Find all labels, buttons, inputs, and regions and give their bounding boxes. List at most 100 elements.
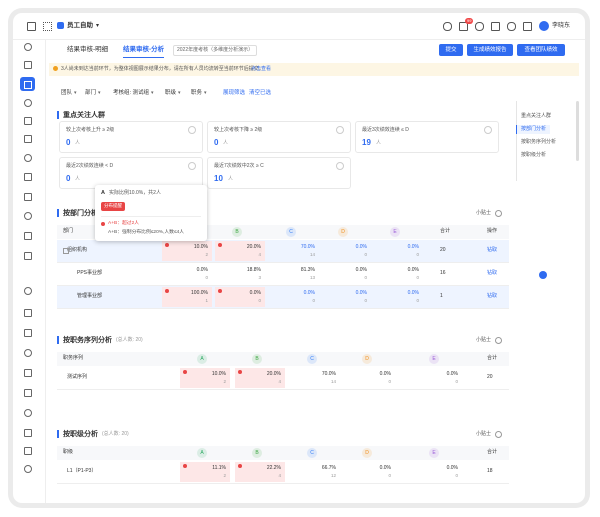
cell-percent[interactable]: 0.0% [355, 290, 367, 296]
filter[interactable]: 职务 [191, 90, 203, 96]
sidebar-icon[interactable] [24, 99, 32, 107]
cell-percent[interactable]: 10.0% [193, 244, 208, 250]
tab-active[interactable]: 结果审核-分析 [123, 46, 165, 58]
cell-percent[interactable]: 20.0% [266, 371, 281, 377]
warning-icon[interactable] [218, 243, 222, 247]
filter-link[interactable]: 清空已选 [249, 90, 272, 96]
sidebar-icon[interactable] [24, 309, 32, 317]
avatar[interactable] [539, 21, 549, 31]
filter-link[interactable]: 展现筛选 [223, 90, 246, 96]
button[interactable]: 提交 [439, 44, 463, 56]
cell-percent[interactable]: 66.7% [321, 465, 336, 471]
cell-percent[interactable]: 81.3% [300, 267, 315, 273]
tip[interactable]: 小贴士 [476, 337, 492, 343]
sidebar-icon[interactable] [24, 465, 32, 473]
top-icon[interactable] [523, 22, 532, 31]
cell-percent[interactable]: 0.0% [249, 290, 261, 296]
top-icon[interactable] [475, 22, 484, 31]
cell-percent[interactable]: 0.0% [407, 290, 419, 296]
filter[interactable]: 团队 [61, 90, 73, 96]
sidebar-icon[interactable] [24, 81, 32, 89]
warning-icon[interactable] [238, 464, 242, 468]
notice-link[interactable]: 点击查看 [251, 66, 272, 72]
card-icon[interactable] [188, 126, 196, 134]
tip[interactable]: 小贴士 [476, 431, 492, 437]
warning-icon[interactable] [218, 289, 222, 293]
cell-percent[interactable]: 0.0% [379, 371, 391, 377]
sidebar-icon[interactable] [24, 173, 32, 181]
cell-percent[interactable]: 0.0% [355, 267, 367, 273]
sidebar-icon[interactable] [24, 212, 32, 220]
card-icon[interactable] [336, 162, 344, 170]
tip-icon[interactable] [495, 210, 502, 217]
sidebar-icon[interactable] [24, 369, 32, 377]
tip-icon[interactable] [495, 337, 502, 344]
sidebar-icon[interactable] [24, 135, 32, 143]
cell-percent[interactable]: 0.0% [407, 244, 419, 250]
sidebar-icon[interactable] [24, 232, 32, 240]
nav-item[interactable]: 重点关注人群 [521, 113, 552, 119]
top-icon[interactable] [507, 22, 516, 31]
tip[interactable]: 小贴士 [476, 210, 492, 216]
sidebar-icon[interactable] [24, 349, 32, 357]
card-unit: 人 [75, 140, 81, 146]
nav-item[interactable]: 按职务序列分析 [521, 139, 557, 145]
button[interactable]: 生成绩效报告 [467, 44, 513, 56]
tab[interactable]: 结果审核-明细 [67, 46, 109, 53]
warning-icon[interactable] [238, 370, 242, 374]
sidebar-icon[interactable] [24, 389, 32, 397]
cell-percent[interactable]: 100.0% [191, 290, 208, 296]
sidebar-icon[interactable] [24, 252, 32, 260]
sidebar-icon[interactable] [24, 61, 32, 69]
cell-percent[interactable]: 20.0% [246, 244, 261, 250]
card-icon[interactable] [484, 126, 492, 134]
cell-percent[interactable]: 10.0% [211, 371, 226, 377]
row-action[interactable]: 钻取 [487, 270, 498, 276]
cell-percent[interactable]: 22.2% [266, 465, 281, 471]
cell-percent[interactable]: 70.0% [321, 371, 336, 377]
cell-percent[interactable]: 0.0% [446, 465, 458, 471]
cell-percent[interactable]: 0.0% [355, 244, 367, 250]
filter[interactable]: 部门 [85, 90, 97, 96]
cell-percent[interactable]: 0.0% [196, 267, 208, 273]
nav-item-active[interactable]: 按部门分析 [516, 125, 551, 134]
expand-icon[interactable] [63, 248, 69, 254]
cell-percent[interactable]: 0.0% [446, 371, 458, 377]
cell-percent[interactable]: 0.0% [303, 290, 315, 296]
float-button[interactable] [539, 271, 547, 279]
sidebar-icon[interactable] [24, 117, 32, 125]
top-icon[interactable] [459, 22, 468, 31]
cell-percent[interactable]: 0.0% [407, 267, 419, 273]
filter[interactable]: 职级 [165, 90, 177, 96]
sidebar-icon[interactable] [24, 447, 32, 455]
card-icon[interactable] [336, 126, 344, 134]
row-action[interactable]: 钻取 [487, 293, 498, 299]
sidebar-icon[interactable] [24, 429, 32, 437]
sidebar-icon[interactable] [24, 409, 32, 417]
app-name[interactable]: 员工自助 [67, 22, 93, 29]
nav-item[interactable]: 按职级分析 [521, 152, 547, 158]
cell-percent[interactable]: 70.0% [300, 244, 315, 250]
row-action[interactable]: 钻取 [487, 247, 498, 253]
cell-percent[interactable]: 0.0% [379, 465, 391, 471]
cell-percent[interactable]: 11.1% [212, 465, 226, 471]
sidebar-icon[interactable] [24, 43, 32, 51]
button[interactable]: 查看团队绩效 [517, 44, 565, 56]
card-icon[interactable] [188, 162, 196, 170]
sidebar-icon[interactable] [24, 154, 32, 162]
warning-icon[interactable] [165, 243, 169, 247]
top-icon[interactable] [443, 22, 452, 31]
filter[interactable]: 考核组: 测试组 [113, 90, 150, 96]
user-name[interactable]: 李晓东 [552, 23, 571, 29]
tip-icon[interactable] [495, 431, 502, 438]
top-icon[interactable] [491, 22, 500, 31]
cycle-tag[interactable]: 2022年度考核（多维度分析演示） [173, 45, 258, 56]
cell-percent[interactable]: 18.8% [246, 267, 261, 273]
warning-icon[interactable] [165, 289, 169, 293]
sidebar-icon[interactable] [24, 287, 32, 295]
warning-icon[interactable] [183, 464, 187, 468]
card-value: 0 [66, 174, 71, 183]
sidebar-icon[interactable] [24, 329, 32, 337]
sidebar-icon[interactable] [24, 193, 32, 201]
warning-icon[interactable] [183, 370, 187, 374]
